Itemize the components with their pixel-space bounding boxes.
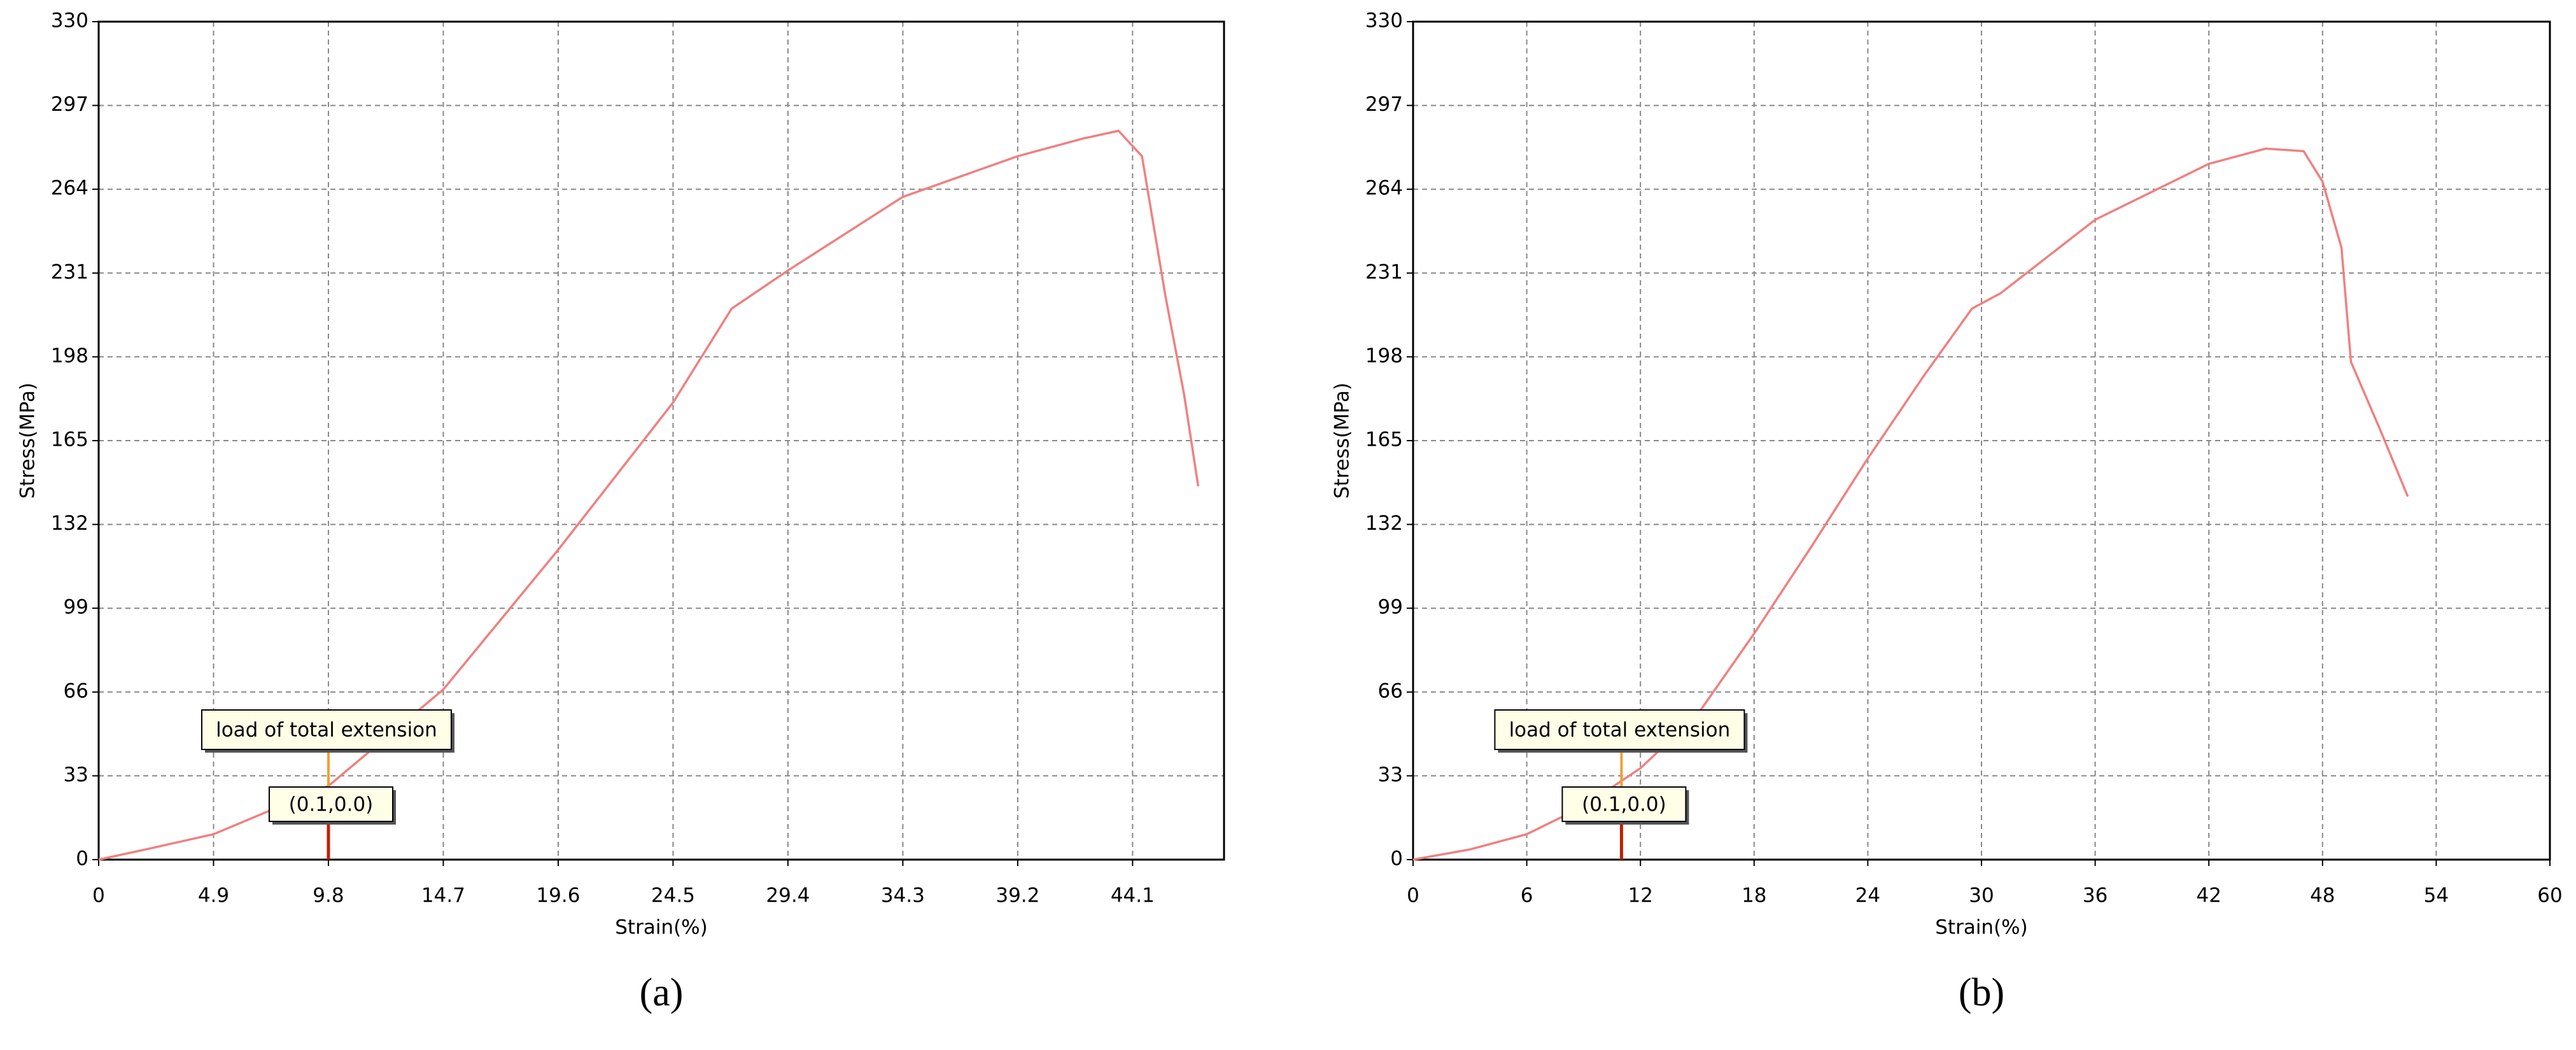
y-tick-label: 165 bbox=[1365, 429, 1403, 451]
y-tick-label: 264 bbox=[51, 177, 88, 200]
y-tick-label: 198 bbox=[51, 344, 88, 367]
x-tick-label: 44.1 bbox=[1111, 884, 1155, 907]
caption: (b) bbox=[1959, 971, 2004, 1014]
y-tick-label: 99 bbox=[64, 596, 88, 619]
y-tick-label: 264 bbox=[1365, 177, 1403, 200]
plot-border bbox=[97, 20, 1225, 861]
y-tick-label: 0 bbox=[1390, 848, 1403, 870]
x-tick-label: 29.4 bbox=[766, 884, 810, 907]
y-tick-label: 66 bbox=[1378, 679, 1403, 702]
annotation-box bbox=[201, 709, 452, 750]
x-tick-label: 36 bbox=[2083, 884, 2108, 907]
y-tick-label: 33 bbox=[1378, 763, 1403, 786]
x-tick-label: 18 bbox=[1742, 884, 1766, 907]
annotation-box bbox=[1561, 786, 1687, 822]
y-tick-label: 330 bbox=[1365, 10, 1403, 32]
chart-panel: 0 33 66 99 132 165 198 231 264 297 330 0 4.9 9.8 14.7 1… bbox=[17, 10, 1225, 1014]
x-tick-label: 4.9 bbox=[198, 884, 229, 907]
y-axis-label: Stress(MPa) bbox=[1331, 383, 1354, 499]
y-tick-label: 231 bbox=[1365, 260, 1403, 283]
x-tick-label: 24.5 bbox=[651, 884, 695, 907]
y-tick-label: 99 bbox=[1378, 596, 1403, 619]
x-tick-label: 54 bbox=[2424, 884, 2449, 907]
y-tick-label: 132 bbox=[1365, 512, 1403, 535]
x-axis-label: Strain(%) bbox=[1935, 916, 2027, 939]
x-axis-label: Strain(%) bbox=[615, 916, 707, 939]
x-tick-label: 6 bbox=[1521, 884, 1533, 907]
x-tick-label: 39.2 bbox=[996, 884, 1039, 907]
x-tick-label: 14.7 bbox=[421, 884, 465, 907]
annotation: load of total extension bbox=[1509, 719, 1731, 742]
annotation: load of total extension bbox=[216, 719, 437, 742]
x-tick-label: 0 bbox=[1407, 884, 1419, 907]
x-tick-label: 19.6 bbox=[536, 884, 580, 907]
x-tick-label: 30 bbox=[1969, 884, 1994, 907]
x-tick-label: 9.8 bbox=[313, 884, 344, 907]
x-tick-label: 48 bbox=[2310, 884, 2335, 907]
caption: (a) bbox=[640, 971, 684, 1014]
y-tick-label: 297 bbox=[51, 93, 88, 116]
x-tick-label: 24 bbox=[1855, 884, 1880, 907]
y-tick-label: 33 bbox=[64, 763, 88, 786]
x-tick-label: 34.3 bbox=[881, 884, 925, 907]
x-tick-label: 42 bbox=[2196, 884, 2221, 907]
plot-border bbox=[1412, 20, 2551, 861]
y-tick-label: 66 bbox=[64, 679, 88, 702]
chart-panel: 0 33 66 99 132 165 198 231 264 297 330 0 6 12 18 24 30 36… bbox=[1331, 10, 2563, 1015]
y-tick-label: 198 bbox=[1365, 344, 1403, 367]
y-tick-label: 0 bbox=[76, 848, 88, 870]
y-tick-label: 330 bbox=[51, 10, 88, 32]
y-tick-label: 297 bbox=[1365, 93, 1403, 116]
y-axis-label: Stress(MPa) bbox=[17, 383, 39, 499]
x-tick-label: 60 bbox=[2537, 884, 2562, 907]
y-tick-label: 132 bbox=[51, 512, 88, 535]
annotation-box bbox=[268, 786, 393, 822]
annotation-box bbox=[1494, 709, 1745, 750]
x-tick-label: 0 bbox=[92, 884, 105, 907]
y-tick-label: 231 bbox=[51, 260, 88, 283]
y-tick-label: 165 bbox=[51, 429, 88, 451]
annotation: (0.1,0.0) bbox=[289, 793, 374, 816]
annotation: (0.1,0.0) bbox=[1582, 793, 1666, 816]
x-tick-label: 12 bbox=[1628, 884, 1652, 907]
